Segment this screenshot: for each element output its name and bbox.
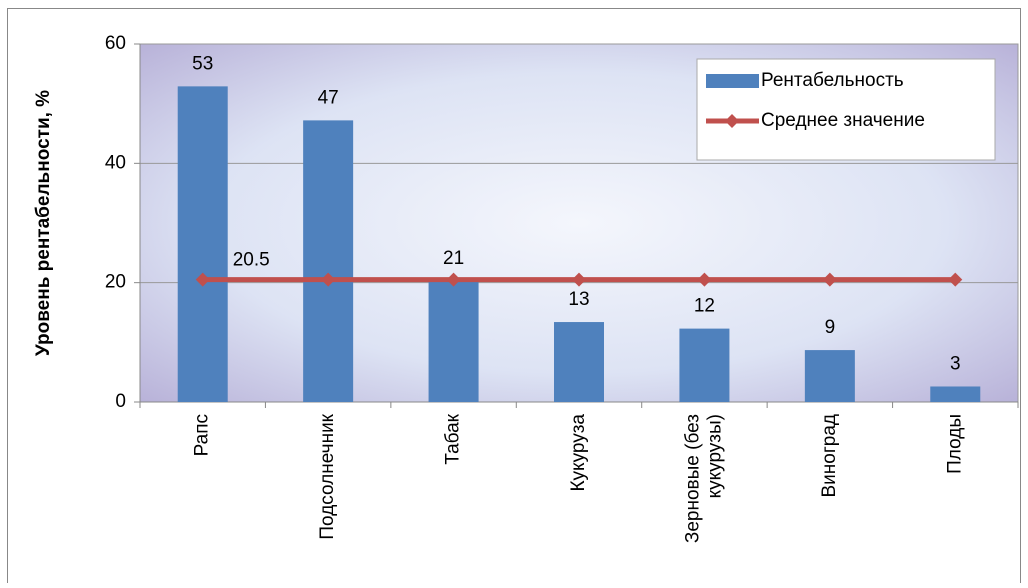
legend-label: Среднее значение <box>761 110 925 131</box>
data-label: 53 <box>192 53 213 74</box>
line-marker <box>572 272 586 287</box>
legend-marker <box>725 114 739 128</box>
legend-box <box>696 58 996 161</box>
data-label: 20.5 <box>233 250 270 271</box>
y-tick-label: 60 <box>105 33 126 54</box>
line-marker <box>948 272 963 287</box>
bar <box>428 280 479 402</box>
x-tick-label: Плоды <box>944 414 965 474</box>
y-axis-label: Уровень рентабельности, % <box>33 90 54 356</box>
line-marker <box>321 272 336 287</box>
bar <box>679 328 730 402</box>
line-marker <box>446 272 461 287</box>
bar <box>303 120 354 402</box>
y-tick-label: 0 <box>115 391 126 412</box>
x-tick-label: Кукуруза <box>568 414 589 492</box>
x-tick-label: Зерновые (безкукурузы) <box>682 414 725 543</box>
bar <box>554 322 604 402</box>
data-label: 12 <box>694 296 715 317</box>
legend-label: Рентабельность <box>761 70 904 91</box>
bar <box>804 350 855 402</box>
x-tick-label: Подсолнечник <box>317 413 338 539</box>
x-tick-label: Табак <box>443 413 464 464</box>
data-label: 3 <box>950 354 961 375</box>
line-marker <box>697 272 712 287</box>
x-tick-label: Рапс <box>192 414 213 456</box>
bar <box>177 86 228 402</box>
legend-swatch <box>706 74 759 88</box>
x-tick-label: Виноград <box>819 414 840 498</box>
y-tick-label: 40 <box>105 152 126 173</box>
data-label: 21 <box>443 248 464 269</box>
data-label: 9 <box>825 317 836 338</box>
line-marker <box>822 272 837 287</box>
line-marker <box>195 272 210 287</box>
data-label: 13 <box>568 289 589 310</box>
data-label: 47 <box>318 87 339 108</box>
bar <box>930 386 981 402</box>
y-tick-label: 20 <box>105 272 126 293</box>
